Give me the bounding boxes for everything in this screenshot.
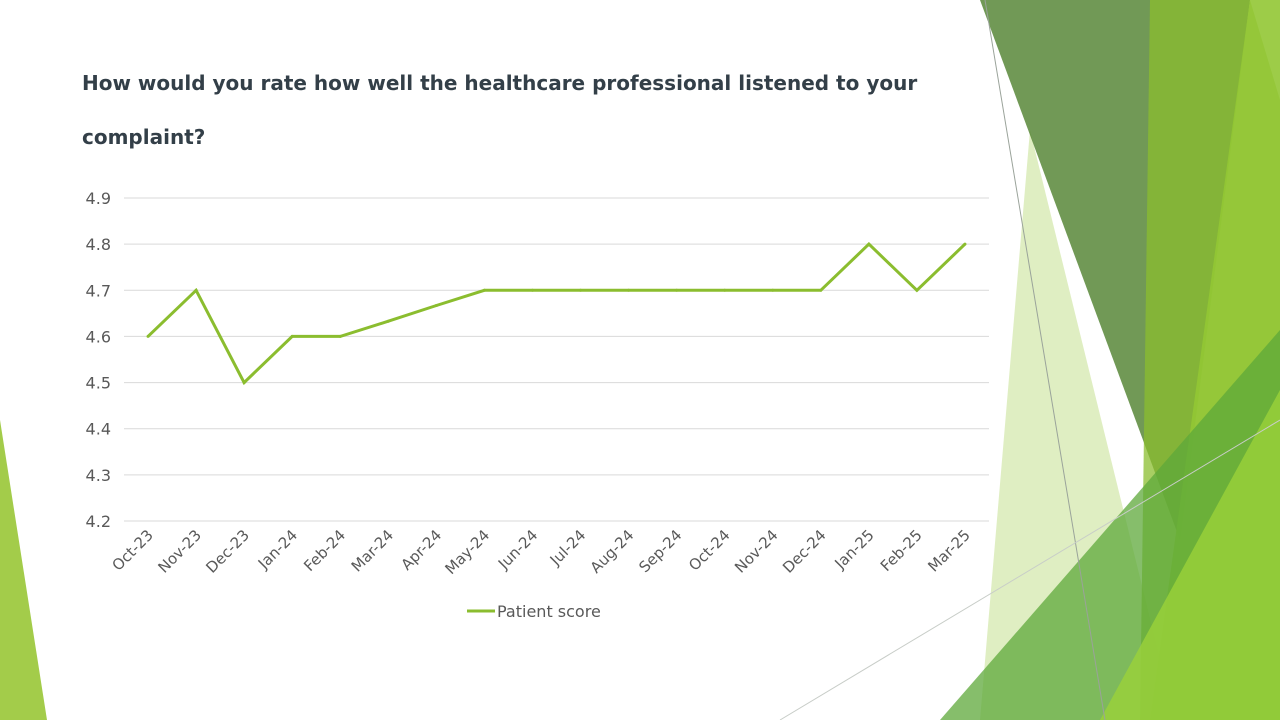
y-tick-label: 4.8	[86, 235, 111, 254]
y-axis-ticks: 4.2 4.3 4.4 4.5 4.6 4.7 4.8 4.9	[86, 189, 111, 531]
data-point	[290, 334, 294, 338]
data-point	[771, 288, 775, 292]
data-point	[963, 242, 967, 246]
data-point	[146, 334, 150, 338]
x-tick-label: Jan-25	[831, 526, 878, 573]
y-tick-label: 4.7	[86, 281, 111, 300]
y-tick-label: 4.2	[86, 512, 111, 531]
x-tick-label: May-24	[441, 526, 493, 578]
legend: Patient score	[467, 602, 601, 621]
data-point	[530, 288, 534, 292]
data-point	[819, 288, 823, 292]
bottom-right-shape-light	[1100, 390, 1280, 720]
x-tick-label: Oct-24	[685, 526, 733, 574]
x-tick-label: Oct-23	[108, 526, 156, 574]
x-tick-label: Dec-24	[779, 526, 830, 577]
data-point	[627, 288, 631, 292]
data-point	[434, 304, 438, 308]
x-tick-label: Mar-24	[348, 526, 397, 575]
legend-label: Patient score	[497, 602, 601, 621]
x-tick-label: Apr-24	[397, 526, 445, 574]
data-point	[675, 288, 679, 292]
y-tick-label: 4.6	[86, 327, 111, 346]
data-point	[338, 334, 342, 338]
data-point	[867, 242, 871, 246]
gridlines	[124, 197, 989, 522]
deco-line-1	[984, 0, 1106, 720]
deco-line-2	[779, 419, 1280, 720]
data-point	[482, 288, 486, 292]
y-tick-label: 4.4	[86, 420, 111, 439]
x-tick-label: Jul-24	[546, 526, 590, 570]
x-tick-label: Dec-23	[202, 526, 253, 577]
series-line	[146, 242, 967, 386]
y-tick-label: 4.3	[86, 466, 111, 485]
data-point	[915, 288, 919, 292]
y-tick-label: 4.9	[86, 189, 111, 208]
data-point	[242, 381, 246, 385]
y-tick-label: 4.5	[86, 374, 111, 393]
x-tick-label: Jan-24	[254, 526, 301, 573]
data-point	[386, 319, 390, 323]
x-tick-label: Nov-24	[731, 526, 781, 576]
x-tick-label: Jun-24	[494, 526, 541, 573]
x-tick-label: Feb-25	[877, 526, 926, 575]
x-tick-label: Feb-24	[300, 526, 349, 575]
data-point	[579, 288, 583, 292]
left-edge-shape	[0, 420, 47, 720]
x-tick-label: Aug-24	[587, 526, 638, 577]
x-tick-label: Mar-25	[924, 526, 973, 575]
chart-title: How would you rate how well the healthca…	[82, 71, 918, 149]
data-point	[194, 288, 198, 292]
data-point	[723, 288, 727, 292]
series-layer	[146, 242, 967, 386]
x-tick-label: Nov-23	[154, 526, 204, 576]
x-tick-label: Sep-24	[635, 526, 685, 576]
